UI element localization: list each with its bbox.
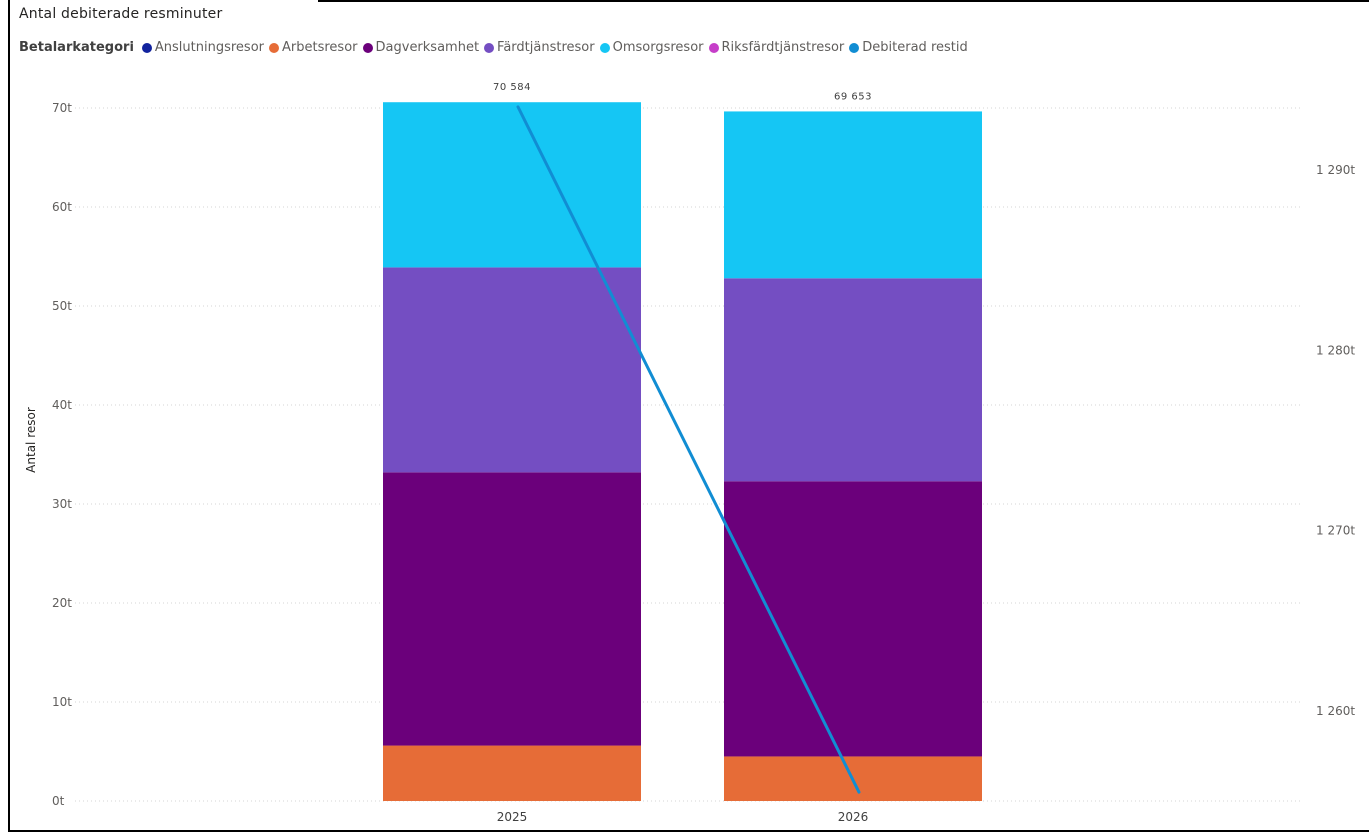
legend: Betalarkategori Anslutningsresor Arbetsr…: [19, 40, 973, 55]
line-debiterad-restid: [516, 105, 861, 794]
y-tick-label: 0t: [52, 794, 65, 808]
y2-tick-label: 1 280t: [1316, 343, 1355, 357]
bar-segment: [383, 472, 641, 746]
legend-title: Betalarkategori: [19, 40, 134, 55]
legend-dot: [599, 42, 610, 53]
data-labels: 70 584 69 653: [493, 82, 872, 102]
y-tick-label: 70t: [52, 101, 72, 115]
legend-dot: [141, 42, 152, 53]
y-tick-label: 10t: [52, 695, 72, 709]
legend-item-debiterad-restid[interactable]: Debiterad restid: [849, 40, 968, 55]
total-label: 69 653: [834, 91, 872, 102]
gridlines: [75, 107, 1302, 802]
legend-item-riksfardtjanstresor[interactable]: Riksfärdtjänstresor: [708, 40, 845, 55]
frame-top-border: [318, 0, 1369, 2]
legend-label: Dagverksamhet: [375, 40, 480, 55]
axes: 0t 10t 20t 30t 40t 50t 60t 70t 1 260t 1 270t 1 280…: [24, 101, 1355, 824]
legend-dot: [708, 42, 719, 53]
bars: [383, 102, 982, 801]
y-tick-label: 30t: [52, 497, 72, 511]
legend-item-arbetsresor[interactable]: Arbetsresor: [269, 40, 358, 55]
y2-tick-label: 1 270t: [1316, 524, 1355, 538]
bar-segment: [383, 102, 641, 268]
bar-segment: [383, 745, 641, 801]
legend-item-fardtjanstresor[interactable]: Färdtjänstresor: [484, 40, 595, 55]
line-series: [516, 105, 861, 794]
legend-label: Omsorgsresor: [612, 40, 704, 55]
legend-dot: [849, 42, 860, 53]
y-tick-label: 20t: [52, 596, 72, 610]
legend-dot: [484, 42, 495, 53]
bar-segment: [383, 267, 641, 473]
legend-item-anslutningsresor[interactable]: Anslutningsresor: [141, 40, 265, 55]
legend-item-omsorgsresor[interactable]: Omsorgsresor: [599, 40, 704, 55]
legend-dot: [269, 42, 280, 53]
legend-label: Anslutningsresor: [154, 40, 265, 55]
y2-tick-label: 1 290t: [1316, 163, 1355, 177]
chart-title: Antal debiterade resminuter: [19, 6, 223, 22]
y-tick-label: 60t: [52, 200, 72, 214]
y-axis-title: Antal resor: [24, 407, 38, 473]
bar-segment: [724, 278, 982, 482]
legend-item-dagverksamhet[interactable]: Dagverksamhet: [362, 40, 480, 55]
chart-frame: [8, 0, 1369, 832]
bar-segment: [724, 111, 982, 279]
y2-tick-label: 1 260t: [1316, 704, 1355, 718]
legend-label: Debiterad restid: [862, 40, 968, 55]
legend-dot: [362, 42, 373, 53]
total-label: 70 584: [493, 82, 531, 93]
x-tick-label: 2025: [497, 810, 528, 824]
legend-label: Färdtjänstresor: [497, 40, 595, 55]
y-tick-label: 50t: [52, 299, 72, 313]
bar-segment: [724, 481, 982, 757]
legend-label: Arbetsresor: [282, 40, 358, 55]
y-tick-label: 40t: [52, 398, 72, 412]
legend-label: Riksfärdtjänstresor: [721, 40, 845, 55]
x-tick-label: 2026: [838, 810, 869, 824]
